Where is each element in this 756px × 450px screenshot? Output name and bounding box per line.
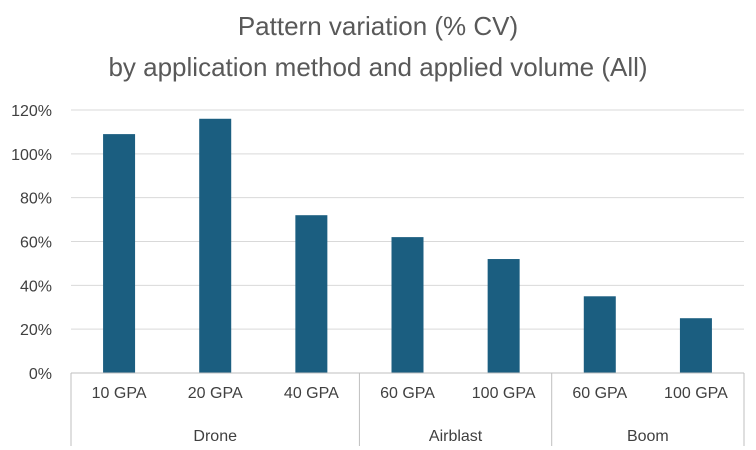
x-tick-label: 20 GPA (188, 385, 243, 402)
chart-title-line-2: by application method and applied volume… (108, 52, 648, 82)
x-tick-label: 60 GPA (380, 385, 435, 402)
bar (295, 215, 328, 373)
bar (487, 259, 520, 373)
y-tick-label: 20% (20, 322, 52, 339)
y-tick-label: 100% (11, 147, 52, 164)
y-tick-label: 120% (11, 103, 52, 120)
bar (583, 296, 616, 373)
bar (391, 237, 424, 373)
y-tick-label: 40% (20, 278, 52, 295)
chart-title-line-1: Pattern variation (% CV) (237, 11, 519, 41)
group-label: Airblast (429, 428, 483, 445)
x-tick-label: 60 GPA (572, 385, 627, 402)
group-label: Boom (627, 428, 669, 445)
x-tick-label: 100 GPA (472, 385, 536, 402)
x-tick-label: 10 GPA (92, 385, 147, 402)
bar (199, 118, 232, 374)
y-tick-label: 80% (20, 191, 52, 208)
x-tick-label: 40 GPA (284, 385, 339, 402)
y-tick-label: 60% (20, 235, 52, 252)
bar (679, 318, 712, 373)
group-label: Drone (193, 428, 237, 445)
bar (103, 134, 136, 373)
y-tick-label: 0% (29, 366, 52, 383)
x-tick-label: 100 GPA (664, 385, 728, 402)
